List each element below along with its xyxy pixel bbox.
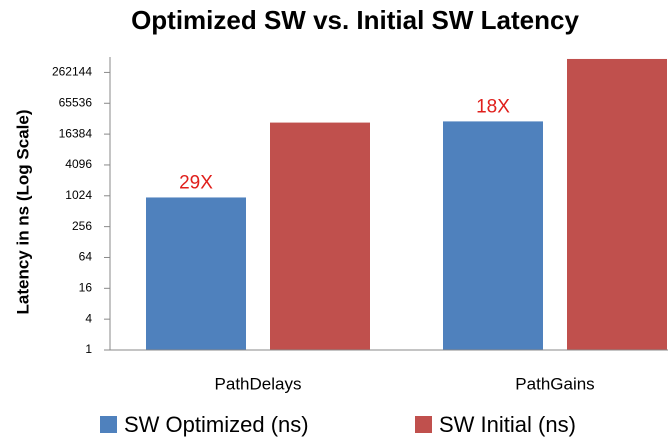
chart-title: Optimized SW vs. Initial SW Latency [131,5,579,35]
bar [567,58,667,350]
y-axis-label: Latency in ns (Log Scale) [13,110,32,315]
legend-label: SW Optimized (ns) [124,412,309,437]
bar [443,121,543,350]
legend-swatch [100,416,117,433]
annotation: 29X [179,172,213,193]
legend-swatch [415,416,432,433]
y-tick-label: 256 [72,219,92,233]
y-tick-label: 1024 [65,188,92,202]
y-tick-label: 16 [79,280,93,294]
y-tick-label: 64 [79,250,93,264]
y-tick-label: 65536 [59,95,93,109]
legend-label: SW Initial (ns) [439,412,576,437]
y-tick-label: 16384 [59,126,93,140]
annotation: 18X [476,96,510,117]
y-tick-label: 4 [85,311,92,325]
bar [146,197,246,350]
bar [270,122,370,350]
x-tick-label: PathGains [515,374,594,393]
x-tick-label: PathDelays [215,374,302,393]
y-tick-label: 262144 [52,65,92,79]
y-tick-label: 1 [85,342,92,356]
y-tick-label: 4096 [65,157,92,171]
